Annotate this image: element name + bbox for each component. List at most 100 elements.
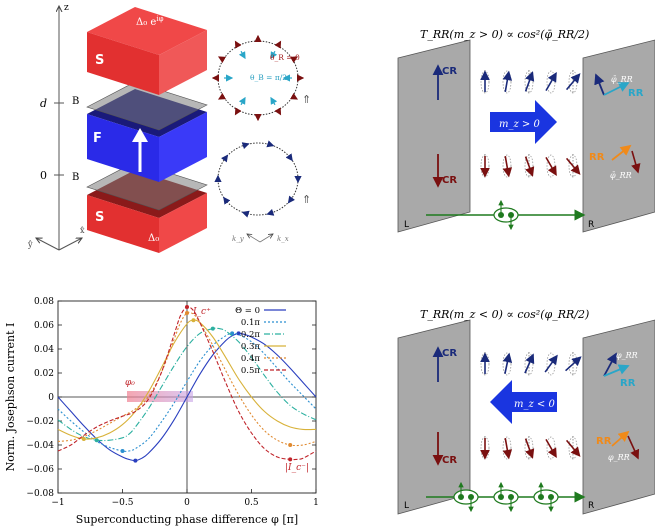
spin-vector-arrow xyxy=(565,73,581,91)
y-tick-label: 0.02 xyxy=(34,369,54,379)
rr-cyan-arrow-icon xyxy=(603,82,630,96)
radial-red-arrow xyxy=(217,92,227,100)
tick-0-label: 0 xyxy=(40,169,47,182)
spin-rotation-row-upper xyxy=(480,70,581,94)
y-tick-label: 0.06 xyxy=(34,321,54,331)
series-min-point-5 xyxy=(288,457,293,462)
tangential-arrow xyxy=(287,195,296,204)
legend-label-4: 0.4π xyxy=(241,354,261,364)
series-min-point-4 xyxy=(288,443,293,447)
rr-maroon-arrow-icon xyxy=(631,150,641,174)
x-axis-title: Superconducting phase difference φ [π] xyxy=(76,513,298,526)
tangential-arrow xyxy=(223,196,231,205)
radial-red-arrow xyxy=(289,92,299,100)
series-max-point-5 xyxy=(185,305,189,309)
crossed-reflection-panel-bottom: T_RR(m_z < 0) ∝ cos²(φ_RR/2) L R CR CR m… xyxy=(397,308,655,515)
rr-up-bottom-label: RR xyxy=(620,378,636,389)
series-max-point-0 xyxy=(236,331,241,336)
series-min-point-2 xyxy=(94,438,99,443)
magnetization-left-arrow-icon xyxy=(490,380,557,424)
phi0-shift-band xyxy=(127,391,193,402)
legend-label-3: 0.3π xyxy=(241,342,261,352)
radial-red-arrow xyxy=(234,40,242,49)
y-tick-label: −0.02 xyxy=(26,417,54,427)
crossed-reflection-panel-top: T_RR(m_z > 0) ∝ cos²(φ̄_RR/2) L R CR CR … xyxy=(397,28,655,233)
double-up-arrow-lower-icon: ⇑ xyxy=(302,193,311,206)
spin-vector-arrow xyxy=(524,438,535,459)
spin-texture-lower: ⇑ xyxy=(214,140,311,218)
kx-label: k_x xyxy=(277,235,289,243)
spin-vector-arrow xyxy=(524,353,535,374)
top-barrier-label: B xyxy=(72,96,79,107)
series-line-5 xyxy=(57,306,317,461)
spin-vector-arrow xyxy=(565,157,581,175)
series-line-3 xyxy=(57,319,317,440)
radial-cyan-arrow xyxy=(238,96,246,106)
x-tick-label: −0.5 xyxy=(112,498,134,508)
x-tick-label: 0 xyxy=(184,498,190,508)
spin-vector-arrow xyxy=(502,352,513,374)
tangential-arrow xyxy=(241,142,250,150)
x-tick-label: 1 xyxy=(313,498,319,508)
spin-vector-arrow xyxy=(524,156,535,177)
right-lead-bottom-label: R xyxy=(588,501,594,511)
cr-up-label: CR xyxy=(442,66,457,77)
phi-down-bottom-label: φ_RR xyxy=(608,453,630,462)
mz-positive-label: m_z > 0 xyxy=(499,119,540,130)
series-line-2 xyxy=(57,327,317,442)
chart-legend: Θ = 0 0.1π 0.2π 0.3π 0.4π 0.5π xyxy=(235,306,286,376)
right-lead-top xyxy=(582,39,655,233)
y-tick-label: 0.04 xyxy=(34,345,54,355)
icplus-annotation: I_c⁺ xyxy=(192,307,211,317)
bottom-gap-label: Δ₀ xyxy=(148,233,159,244)
legend-label-5: 0.5π xyxy=(241,366,261,376)
top-gap-label: Δ₀ eiφ xyxy=(136,15,164,28)
y-tick-label: −0.08 xyxy=(26,489,54,499)
left-lead-top xyxy=(397,39,471,233)
rr-maroon-b-arrow-icon xyxy=(627,435,640,460)
cooper-pair-ellipse xyxy=(453,489,479,505)
radial-red-arrow xyxy=(274,107,282,116)
f-side-face xyxy=(159,112,207,182)
rr-cyan-b-arrow-icon xyxy=(603,364,630,377)
panel-bottom-title: T_RR(m_z < 0) ∝ cos²(φ_RR/2) xyxy=(420,308,589,321)
tangential-arrow xyxy=(241,210,250,218)
phi-up-top-label: φ̄_RR xyxy=(611,75,633,84)
cooper-pair-ellipse xyxy=(533,489,559,505)
left-lead-bottom-label: L xyxy=(404,501,409,511)
bottom-s-side-face xyxy=(159,193,207,253)
series-min-point-3 xyxy=(81,437,86,441)
right-lead-top-label: R xyxy=(588,220,594,230)
top-superconductor: S Δ₀ eiφ xyxy=(87,7,207,95)
josephson-current-chart: 0.08 0.06 0.04 0.02 0 −0.02 −0.04 −0.06 −0.08 −1… xyxy=(4,297,319,526)
double-up-arrow-icon: ⇑ xyxy=(302,93,311,106)
bottom-barrier-label: B xyxy=(72,172,79,183)
mz-negative-label: m_z < 0 xyxy=(514,399,555,410)
spin-vector-arrow xyxy=(544,354,558,373)
spin-vector-arrow xyxy=(502,156,513,178)
radial-red-arrow xyxy=(274,40,282,49)
cr-up-bottom-label: CR xyxy=(442,348,457,359)
legend-label-2: 0.2π xyxy=(241,330,261,340)
theta-r-label: θ_R = 0 xyxy=(270,53,300,62)
spin-vector-arrow xyxy=(545,71,557,92)
magnetization-arrow-icon xyxy=(132,128,148,142)
spin-vector-arrow xyxy=(502,70,513,92)
rr-navy-up-b-arrow-icon xyxy=(603,352,617,377)
cooper-pair-ellipse xyxy=(493,207,519,223)
radial-cyan-arrows xyxy=(224,50,292,106)
cr-down-label: CR xyxy=(442,175,457,186)
spin-vector-arrow xyxy=(524,71,535,92)
spin-texture-upper: θ_R = 0 θ_B = π/2 ⇑ xyxy=(211,34,311,122)
left-lead-top-label: L xyxy=(404,220,409,230)
rr-orange-arrow-icon xyxy=(611,144,632,161)
tangential-arrows xyxy=(214,140,302,218)
magnetization-right-arrow-icon xyxy=(490,100,557,144)
spin-vector-arrow xyxy=(502,438,513,460)
icminus-annotation: |I_c⁻| xyxy=(285,463,309,473)
spin-vector-arrow xyxy=(545,156,557,177)
tangential-arrow xyxy=(220,154,229,163)
spin-vector-arrow xyxy=(565,356,582,372)
tangential-arrow xyxy=(266,208,275,216)
tangential-arrow xyxy=(285,153,293,162)
